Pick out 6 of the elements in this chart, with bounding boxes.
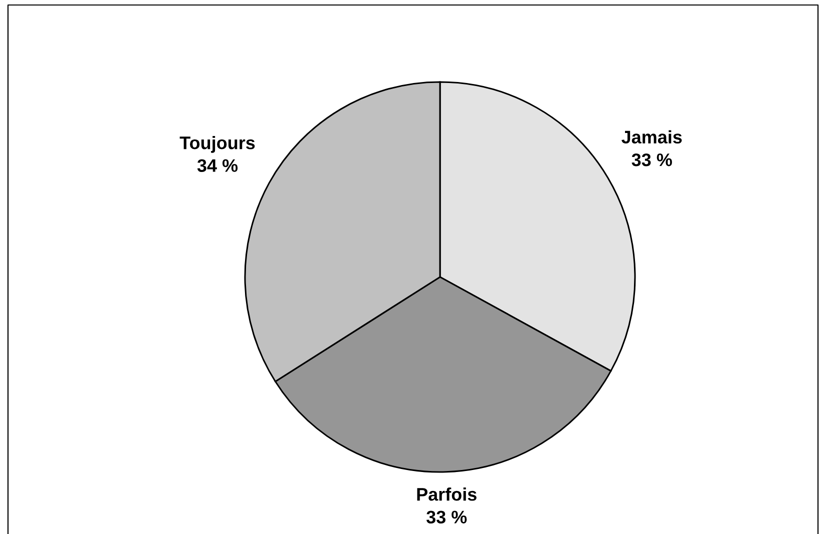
slice-label: Toujours (180, 136, 255, 153)
slice-label: Parfois (417, 487, 476, 501)
data-label: 33 % (426, 510, 467, 524)
slice-label: Jamais (622, 130, 682, 144)
data-label: 33 % (632, 153, 672, 166)
data-label: 34 % (197, 159, 238, 172)
